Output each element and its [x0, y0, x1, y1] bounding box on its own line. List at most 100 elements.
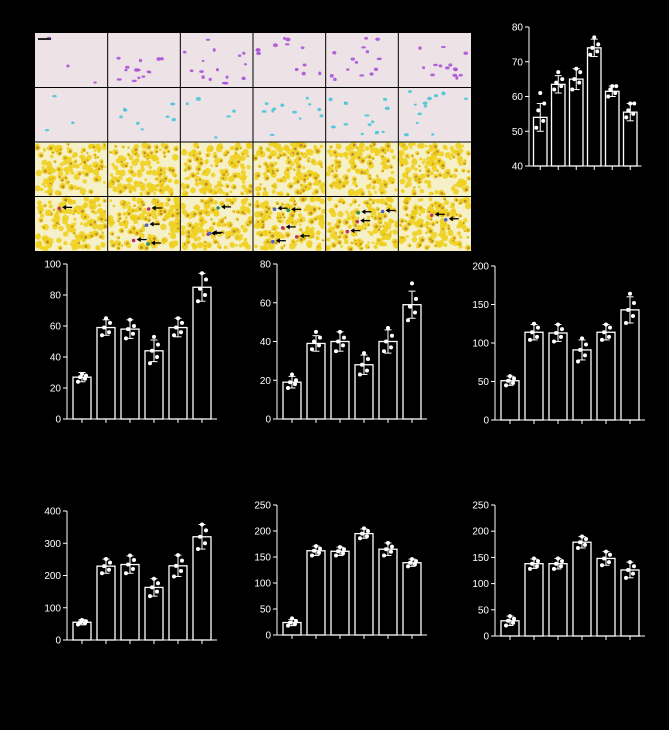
- data-point: [624, 115, 629, 120]
- data-point: [382, 349, 386, 354]
- bar: [168, 326, 188, 420]
- y-tick-label: 250: [254, 501, 271, 512]
- micrograph-tile: [107, 87, 181, 142]
- data-point: [365, 534, 369, 539]
- y-tick-label: 40: [50, 353, 62, 364]
- data-point: [632, 564, 636, 569]
- data-point: [341, 343, 345, 348]
- data-point: [83, 376, 87, 381]
- data-point: [317, 550, 321, 555]
- bar: [604, 90, 620, 167]
- data-point: [176, 553, 180, 558]
- data-point: [152, 334, 156, 339]
- data-point: [108, 320, 112, 325]
- data-point: [293, 622, 297, 627]
- data-point: [556, 556, 560, 561]
- data-point: [559, 564, 563, 569]
- bar: [96, 326, 116, 420]
- data-point: [196, 299, 200, 304]
- data-point: [148, 594, 152, 599]
- y-tick-label: 100: [472, 579, 489, 590]
- data-point: [608, 325, 612, 330]
- data-point: [632, 101, 637, 106]
- bar: [192, 286, 212, 420]
- data-point: [413, 310, 417, 315]
- data-point: [530, 561, 534, 566]
- y-tick-label: 200: [44, 571, 61, 582]
- micrograph-tile: [253, 87, 326, 142]
- y-tick-label: 0: [265, 631, 271, 642]
- data-point: [595, 49, 600, 54]
- data-point: [624, 320, 628, 325]
- y-tick-label: 250: [472, 501, 489, 512]
- data-point: [389, 345, 393, 350]
- data-point: [150, 585, 154, 590]
- data-point: [406, 318, 410, 323]
- bar: [550, 83, 566, 167]
- data-point: [360, 362, 364, 367]
- data-point: [102, 564, 106, 569]
- data-point: [80, 618, 84, 623]
- data-point: [504, 623, 508, 628]
- y-tick-label: 200: [254, 527, 271, 538]
- data-point: [560, 559, 564, 564]
- bar-chart-4: 0 50 100 150 200: [472, 262, 645, 427]
- arrow-marker: [360, 218, 371, 224]
- y-tick-label: 20: [50, 384, 62, 395]
- data-point: [390, 333, 394, 338]
- data-point: [131, 331, 135, 336]
- data-point: [179, 330, 183, 335]
- y-tick-label: 0: [483, 416, 489, 427]
- data-point: [532, 321, 536, 326]
- arrow-marker: [149, 221, 160, 227]
- data-point: [293, 382, 297, 387]
- bar: [306, 550, 326, 636]
- bar: [402, 562, 422, 636]
- data-point: [584, 537, 588, 542]
- micrograph-tile: [35, 87, 108, 142]
- micrograph-tile: [35, 195, 108, 251]
- y-tick-label: 100: [472, 339, 489, 350]
- bar: [192, 536, 212, 641]
- bar: [354, 532, 374, 636]
- data-point: [626, 108, 631, 113]
- data-point: [180, 320, 184, 325]
- data-point: [294, 618, 298, 623]
- data-point: [100, 571, 104, 576]
- micrograph-tile: [325, 87, 399, 142]
- data-point: [172, 574, 176, 579]
- bar: [120, 328, 140, 420]
- bar: [586, 47, 602, 167]
- data-point: [386, 325, 390, 330]
- data-point: [310, 347, 314, 352]
- data-point: [100, 333, 104, 338]
- data-point: [596, 42, 601, 47]
- arrow-marker: [212, 229, 223, 235]
- data-point: [508, 614, 512, 619]
- arrow-marker: [62, 204, 73, 210]
- data-point: [590, 45, 595, 50]
- arrow-marker: [385, 207, 396, 213]
- data-point: [312, 548, 316, 553]
- data-point: [84, 373, 88, 378]
- y-tick-label: 80: [512, 23, 524, 34]
- arrow-marker: [291, 206, 302, 212]
- y-tick-label: 150: [472, 553, 489, 564]
- data-point: [534, 125, 539, 130]
- bar: [548, 332, 568, 421]
- data-point: [203, 293, 207, 297]
- data-point: [342, 335, 346, 340]
- data-point: [204, 528, 208, 533]
- data-point: [592, 35, 597, 40]
- arrow-marker: [221, 204, 232, 210]
- micrograph-tile: [325, 195, 400, 251]
- y-tick-label: 40: [512, 162, 524, 173]
- data-point: [628, 291, 632, 296]
- error-bar: [312, 335, 320, 352]
- arrow-marker: [299, 233, 310, 239]
- bar: [120, 563, 140, 641]
- data-point: [532, 556, 536, 561]
- micrograph-tile: [107, 33, 181, 88]
- data-point: [408, 560, 412, 565]
- data-point: [541, 118, 546, 123]
